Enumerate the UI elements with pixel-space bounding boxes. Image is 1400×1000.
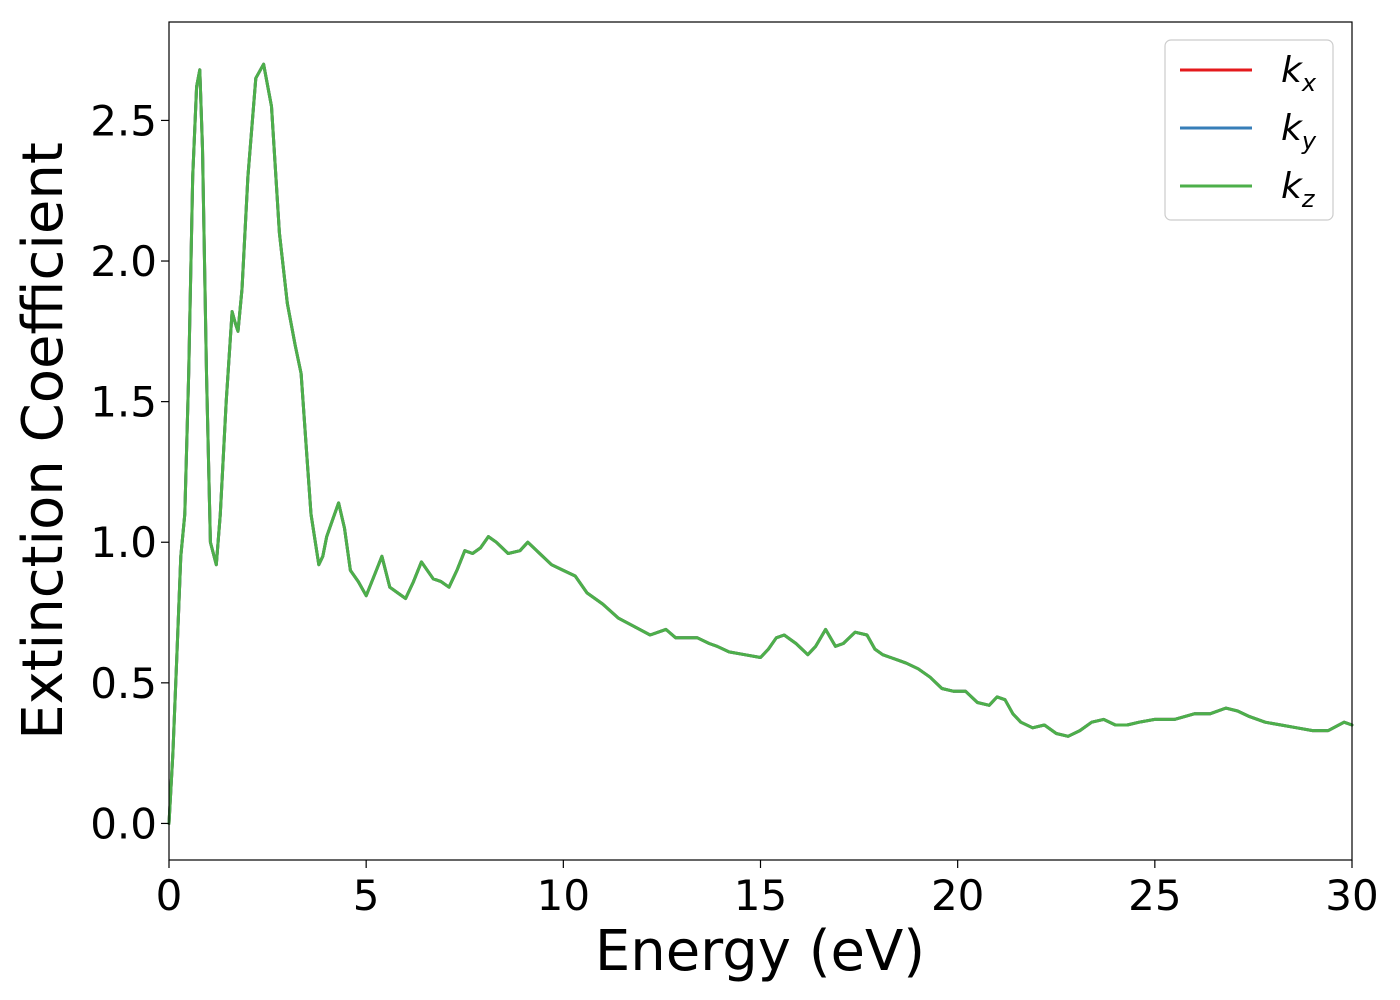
y-tick-label: 0.0 [90, 799, 157, 848]
x-tick-label: 5 [353, 871, 380, 920]
y-tick-label: 1.0 [90, 518, 157, 567]
y-axis: 0.0 0.5 1.0 1.5 2.0 2.5 [90, 96, 169, 848]
x-tick-label: 25 [1128, 871, 1181, 920]
x-tick-label: 0 [156, 871, 183, 920]
x-tick-label: 30 [1325, 871, 1378, 920]
legend-box [1164, 39, 1334, 221]
x-tick-label: 15 [734, 871, 787, 920]
y-tick-label: 1.5 [90, 378, 157, 427]
y-tick-label: 2.5 [90, 96, 157, 145]
y-tick-label: 0.5 [90, 659, 157, 708]
x-axis: 0 5 10 15 20 25 30 [156, 860, 1379, 920]
x-tick-label: 10 [537, 871, 590, 920]
x-tick-label: 20 [931, 871, 984, 920]
series-layer [167, 62, 1354, 825]
y-axis-title: Extinction Coefficient [11, 142, 76, 740]
y-tick-label: 2.0 [90, 237, 157, 286]
x-axis-title: Energy (eV) [595, 919, 925, 984]
series-line-k-z [167, 62, 1354, 825]
